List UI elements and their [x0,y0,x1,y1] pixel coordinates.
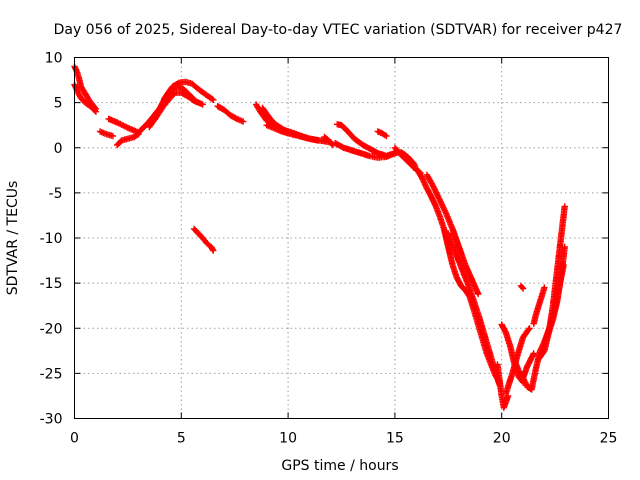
x-tick-label: 25 [600,431,618,447]
data-marks [71,63,568,411]
data-point-cluster [190,225,217,254]
series-track-d [114,131,142,149]
series-track-y [517,282,527,292]
data-point-cluster [541,243,568,345]
y-axis-label: SDTVAR / TECUs [5,181,21,296]
series-track-h [190,225,217,254]
x-tick-label: 20 [493,431,511,447]
y-tick-label: 10 [45,51,63,67]
series-track-u [494,361,512,411]
y-tick-label: -25 [40,366,63,382]
series-track-i [214,103,247,125]
y-tick-label: 0 [54,141,63,157]
data-point-cluster [96,128,117,140]
y-tick-labels: 10 5 0 -5 -10 -15 -20 -25 -30 [40,51,63,428]
data-point-cluster [445,230,503,389]
data-point-cluster [263,122,313,142]
series-track-ac [541,243,568,345]
data-point-cluster [423,171,482,298]
series-track-c [96,128,117,140]
series-track-s [423,171,482,298]
data-point-cluster [214,103,247,125]
axis-ticks [74,57,609,419]
y-tick-label: 5 [54,96,63,112]
x-tick-label: 10 [279,431,297,447]
series-track-t [445,230,503,389]
series-track-p [374,128,390,140]
y-tick-label: -10 [40,231,63,247]
y-tick-label: -30 [40,412,63,428]
x-tick-labels: 0 5 10 15 20 25 [70,431,617,447]
y-tick-label: -20 [40,321,63,337]
x-tick-label: 0 [70,431,79,447]
data-point-cluster [517,282,527,292]
data-point-cluster [114,131,142,149]
y-tick-label: -5 [49,186,63,202]
series-track-g [161,83,200,105]
data-point-cluster [161,83,200,105]
data-point-cluster [494,361,512,411]
series-track-aa [530,284,548,327]
series-track-l [263,122,313,142]
x-axis-label: GPS time / hours [281,458,398,474]
data-point-cluster [374,128,390,140]
x-tick-label: 5 [177,431,186,447]
y-tick-label: -15 [40,276,63,292]
data-point-cluster [530,284,548,327]
chart-title: Day 056 of 2025, Sidereal Day-to-day VTE… [54,22,623,38]
x-tick-label: 15 [386,431,404,447]
